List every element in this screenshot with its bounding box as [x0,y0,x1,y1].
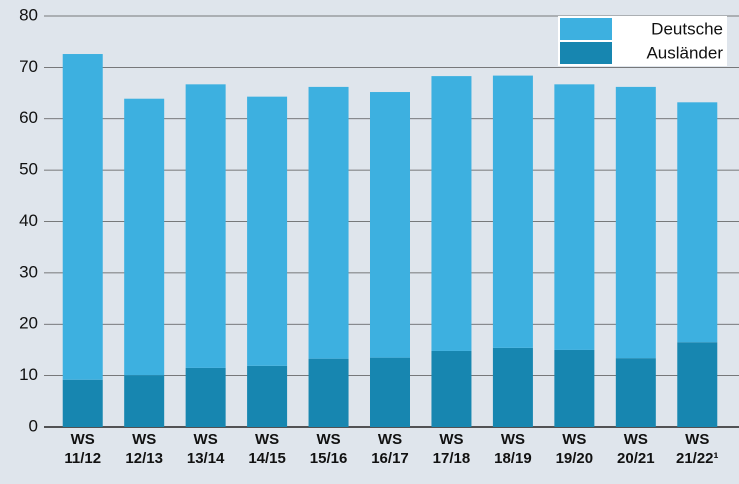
legend-swatch [560,42,612,64]
x-tick-label-line: WS [439,431,463,448]
x-tick-label-line: WS [194,431,218,448]
x-tick-label: WS 11/12 [64,431,101,467]
bar-segment [124,375,165,427]
x-tick-label-line: WS [132,431,156,448]
bar-segment [370,92,410,358]
x-tick-label: WS 20/21 [617,431,655,467]
x-tick-label-line: 20/21 [617,450,655,467]
x-tick-label-line: WS [71,431,95,448]
bar-segment [185,84,226,368]
bar-segment [247,96,288,366]
y-tick-label: 50 [19,160,38,179]
bar-segment [615,86,656,359]
bar-segment [124,98,165,376]
x-tick-label-line: WS [316,431,340,448]
legend-swatch [560,18,612,40]
bar-segment [185,367,226,427]
y-tick-label: 40 [19,211,38,230]
legend-label: Ausländer [646,43,723,62]
x-tick-label: WS 17/18 [433,431,471,467]
bar-segment [62,379,103,427]
x-tick-label-line: WS [255,431,279,448]
y-tick-label: 30 [19,262,38,281]
bar-segment [308,86,349,359]
y-tick-label: 60 [19,108,38,127]
x-tick-label: WS 12/13 [125,431,163,467]
y-tick-label: 10 [19,365,38,384]
x-tick-label: WS 18/19 [494,431,532,467]
bar-segment [554,84,595,350]
bar-segment [370,357,410,427]
x-tick-label-line: 21/22¹ [676,450,719,467]
bar-segment [247,365,288,427]
x-tick-label: WS 14/15 [248,431,286,467]
x-tick-label-line: WS [378,431,402,448]
x-tick-label-line: 14/15 [248,450,286,467]
x-tick-label-line: WS [685,431,709,448]
bar-segment [615,358,656,427]
x-tick-label: WS 16/17 [371,431,409,467]
x-tick-label: WS 15/16 [310,431,348,467]
y-tick-label: 70 [19,57,38,76]
bar-segment [677,102,718,343]
x-tick-label-line: 11/12 [64,450,101,467]
x-tick-label-line: 18/19 [494,450,532,467]
bar-segment [62,54,103,380]
x-tick-label-line: 19/20 [556,450,594,467]
x-tick-label-line: WS [501,431,525,448]
y-tick-label: 0 [29,416,38,435]
legend-label: Deutsche [651,19,723,38]
bar-segment [431,350,472,427]
y-tick-label: 80 [19,5,38,24]
x-tick-label-line: 17/18 [433,450,471,467]
x-tick-label: WS 21/22¹ [676,431,719,467]
x-tick-label-line: 13/14 [187,450,225,467]
x-tick-label-line: 16/17 [371,450,409,467]
bar-segment [492,347,533,427]
bar-segment [677,342,718,427]
x-tick-label-line: WS [624,431,648,448]
x-tick-label-line: 15/16 [310,450,348,467]
x-tick-label: WS 13/14 [187,431,225,467]
x-tick-label-line: 12/13 [125,450,163,467]
x-tick-label-line: WS [562,431,586,448]
bar-segment [308,358,349,427]
x-tick-label: WS 19/20 [556,431,594,467]
bar-segment [492,75,533,348]
bar-segment [554,349,595,427]
y-tick-label: 20 [19,314,38,333]
bar-segment [431,76,472,351]
